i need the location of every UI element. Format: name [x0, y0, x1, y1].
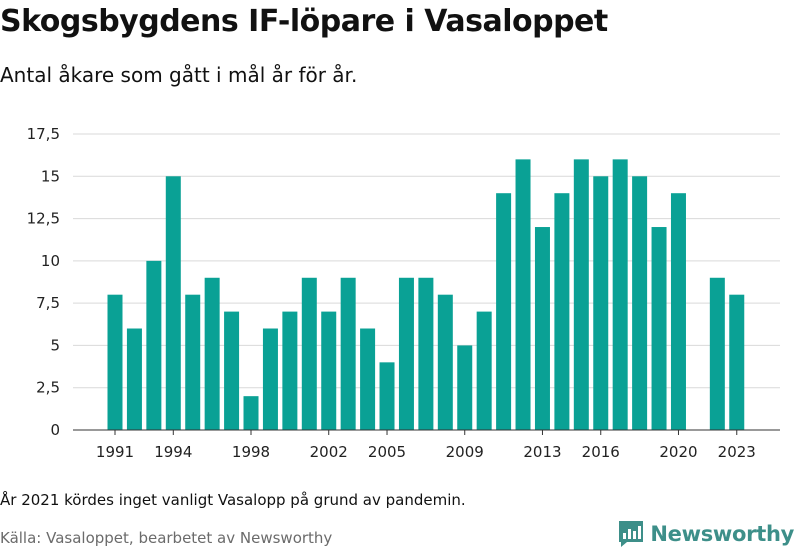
y-tick-label: 7,5	[36, 294, 60, 312]
y-axis-ticks: 0 2,5 5 7,5 10 12,5 15 17,5	[27, 125, 60, 439]
bar-1998	[243, 396, 259, 430]
footnote: År 2021 kördes inget vanligt Vasalopp på…	[0, 491, 466, 509]
bar-2006	[398, 277, 414, 430]
bar-2011	[496, 193, 512, 430]
bar-2008	[437, 294, 453, 430]
brand-name: Newsworthy	[650, 522, 794, 546]
bar-2018	[632, 176, 648, 430]
chart-title: Skogsbygdens IF-löpare i Vasaloppet	[0, 4, 608, 39]
bar-1994	[165, 176, 181, 430]
bar-1992	[126, 328, 142, 430]
bar-2003	[340, 277, 356, 430]
bar-2015	[573, 159, 589, 430]
bar-2007	[418, 277, 434, 430]
x-tick-label: 1998	[232, 443, 270, 461]
bar-2009	[457, 345, 473, 430]
bar-2020	[670, 193, 686, 430]
x-tick-label: 2005	[368, 443, 406, 461]
y-tick-label: 17,5	[27, 125, 60, 143]
bar-2017	[612, 159, 628, 430]
bar-1997	[224, 311, 240, 430]
bar-2000	[282, 311, 298, 430]
bar-2012	[515, 159, 531, 430]
y-tick-label: 5	[50, 336, 60, 354]
chart-subtitle: Antal åkare som gått i mål år för år.	[0, 63, 358, 87]
y-tick-label: 15	[41, 167, 60, 185]
bar-2004	[360, 328, 376, 430]
x-tick-label: 1994	[154, 443, 192, 461]
x-tick-label: 1991	[96, 443, 134, 461]
y-tick-label: 2,5	[36, 379, 60, 397]
bar-chart: 0 2,5 5 7,5 10 12,5 15 17,5 1991 1994 1998 2002 200…	[27, 125, 780, 461]
bars	[107, 159, 745, 430]
bar-2005	[379, 362, 395, 430]
y-tick-label: 10	[41, 252, 60, 270]
bar-2010	[476, 311, 492, 430]
x-tick-label: 2020	[659, 443, 697, 461]
bar-2014	[554, 193, 570, 430]
bar-2016	[593, 176, 609, 430]
bar-2013	[534, 227, 550, 430]
x-tick-label: 2023	[718, 443, 756, 461]
bar-2023	[729, 294, 745, 430]
bar-1995	[185, 294, 201, 430]
x-axis-ticks: 1991 1994 1998 2002 2005 2009 2013 2016 2020 2023	[96, 430, 756, 461]
bar-2001	[301, 277, 317, 430]
bar-2002	[321, 311, 337, 430]
y-tick-label: 12,5	[27, 210, 60, 228]
bar-2022	[709, 277, 725, 430]
x-tick-label: 2013	[523, 443, 561, 461]
bar-1991	[107, 294, 123, 430]
newsworthy-logo-icon	[619, 521, 644, 547]
x-tick-label: 2002	[310, 443, 348, 461]
bar-2019	[651, 227, 667, 430]
x-tick-label: 2009	[446, 443, 484, 461]
bar-1996	[204, 277, 220, 430]
brand[interactable]: Newsworthy	[618, 520, 794, 548]
source-text: Källa: Vasaloppet, bearbetet av Newswort…	[0, 529, 333, 547]
bar-1993	[146, 260, 162, 430]
y-tick-label: 0	[50, 421, 60, 439]
x-tick-label: 2016	[582, 443, 620, 461]
bar-1999	[262, 328, 278, 430]
